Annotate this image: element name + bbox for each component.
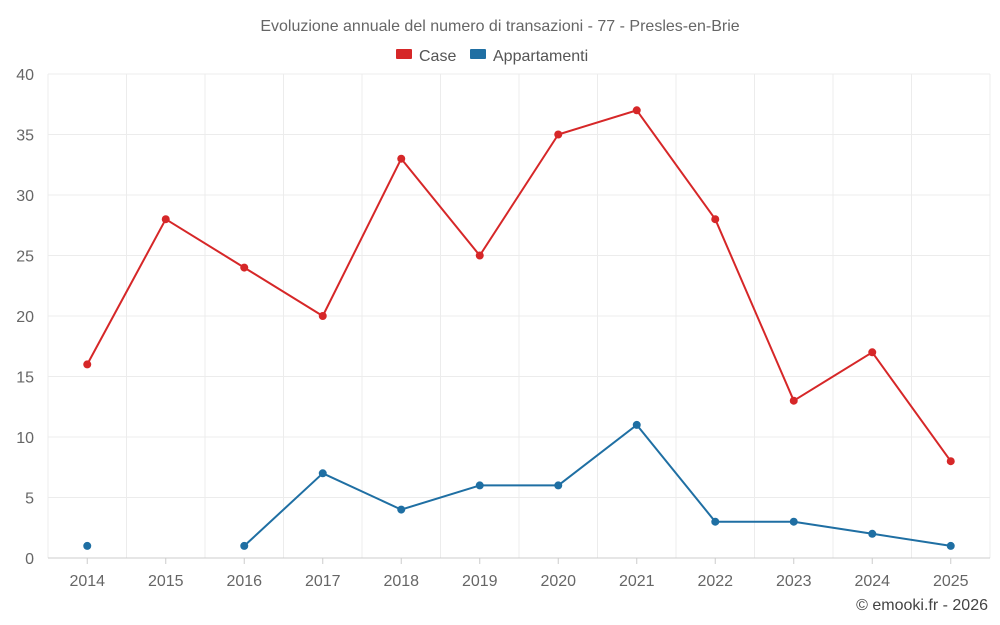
data-point-case[interactable] <box>318 312 327 320</box>
x-tick-label: 2014 <box>69 573 105 590</box>
data-point-appartamenti[interactable] <box>240 541 249 550</box>
legend-label-appartamenti: Appartamenti <box>493 48 588 65</box>
data-point-appartamenti[interactable] <box>554 481 563 490</box>
y-tick-label: 25 <box>16 249 34 266</box>
data-point-appartamenti[interactable] <box>868 529 877 538</box>
y-tick-label: 5 <box>25 491 34 508</box>
series <box>83 106 955 550</box>
data-point-appartamenti[interactable] <box>397 505 406 514</box>
x-tick-label: 2016 <box>226 573 262 590</box>
y-tick-label: 20 <box>16 309 34 326</box>
data-point-case[interactable] <box>554 130 563 139</box>
x-tick-label: 2024 <box>854 573 890 590</box>
data-point-case[interactable] <box>397 154 406 163</box>
data-point-appartamenti[interactable] <box>632 420 641 429</box>
x-tick-label: 2017 <box>305 573 341 590</box>
series-line-case <box>86 109 952 462</box>
data-point-case[interactable] <box>868 348 877 357</box>
x-tick-label: 2023 <box>776 573 812 590</box>
x-tick-label: 2018 <box>383 573 419 590</box>
x-tick-label: 2019 <box>462 573 498 590</box>
data-point-appartamenti[interactable] <box>789 517 798 526</box>
legend-swatch-case <box>396 49 412 59</box>
legend-label-case: Case <box>419 48 456 65</box>
data-point-case[interactable] <box>632 106 641 115</box>
credit-text: © emooki.fr - 2026 <box>856 597 988 614</box>
y-tick-label: 0 <box>25 551 34 568</box>
data-point-appartamenti[interactable] <box>475 481 484 490</box>
x-tick-label: 2021 <box>619 573 655 590</box>
data-point-case[interactable] <box>161 215 170 224</box>
y-tick-label: 35 <box>16 128 34 145</box>
legend-swatch-appartamenti <box>470 49 486 59</box>
data-point-case[interactable] <box>475 251 484 260</box>
data-point-case[interactable] <box>240 263 249 272</box>
series-line-appartamenti <box>243 423 951 547</box>
legend-item-case[interactable]: Case <box>396 48 456 65</box>
data-point-case[interactable] <box>711 215 720 224</box>
y-tick-label: 30 <box>16 188 34 205</box>
data-point-appartamenti[interactable] <box>318 469 327 478</box>
x-tick-label: 2025 <box>933 573 969 590</box>
data-point-case[interactable] <box>83 360 92 369</box>
y-tick-label: 15 <box>16 370 34 387</box>
data-point-appartamenti[interactable] <box>711 517 720 526</box>
chart-title: Evoluzione annuale del numero di transaz… <box>260 18 739 35</box>
legend: Case Appartamenti <box>396 48 588 65</box>
y-tick-label: 40 <box>16 67 34 84</box>
data-point-case[interactable] <box>789 396 798 405</box>
data-point-case[interactable] <box>946 457 955 466</box>
x-tick-label: 2020 <box>540 573 576 590</box>
y-tick-label: 10 <box>16 430 34 447</box>
data-point-appartamenti[interactable] <box>83 541 92 550</box>
legend-item-appartamenti[interactable]: Appartamenti <box>470 48 588 65</box>
data-point-appartamenti[interactable] <box>946 541 955 550</box>
x-tick-label: 2015 <box>148 573 184 590</box>
x-tick-label: 2022 <box>697 573 733 590</box>
